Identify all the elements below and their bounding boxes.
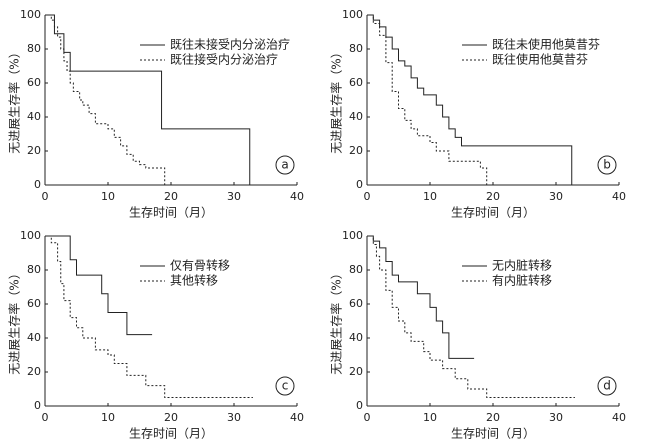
y-axis-label: 无进展生存率（%） <box>329 267 344 374</box>
x-tick-label: 30 <box>227 411 241 424</box>
y-tick-label: 80 <box>349 263 363 276</box>
x-tick-label: 0 <box>364 190 371 203</box>
x-tick-label: 40 <box>290 411 304 424</box>
y-tick-label: 0 <box>356 399 363 412</box>
y-tick-label: 40 <box>27 110 41 123</box>
y-tick-label: 60 <box>27 76 41 89</box>
km-curve <box>45 14 166 185</box>
y-tick-label: 40 <box>27 331 41 344</box>
y-tick-label: 40 <box>349 331 363 344</box>
y-tick-label: 60 <box>349 76 363 89</box>
legend-label: 有内脏转移 <box>492 273 552 288</box>
x-axis-label: 生存时间（月） <box>451 206 535 220</box>
x-tick-label: 30 <box>549 411 563 424</box>
y-tick-label: 40 <box>349 110 363 123</box>
panel-label: b <box>603 158 611 172</box>
x-axis-label: 生存时间（月） <box>129 427 213 441</box>
y-tick-label: 20 <box>27 365 41 378</box>
legend-label: 既往使用他莫昔芬 <box>492 52 588 67</box>
panel-label-circle <box>597 155 617 175</box>
km-curve <box>367 235 575 398</box>
y-tick-label: 80 <box>349 42 363 55</box>
legend-label: 其他转移 <box>170 273 218 288</box>
y-tick-label: 0 <box>34 399 41 412</box>
x-tick-label: 10 <box>101 190 115 203</box>
panel-label: a <box>281 158 288 172</box>
y-tick-label: 20 <box>349 365 363 378</box>
x-tick-label: 0 <box>42 190 49 203</box>
x-tick-label: 40 <box>290 190 304 203</box>
y-axis-label: 无进展生存率（%） <box>7 267 22 374</box>
y-tick-label: 100 <box>20 8 41 21</box>
panel-label-circle <box>275 155 295 175</box>
x-tick-label: 0 <box>42 411 49 424</box>
y-tick-label: 100 <box>342 8 363 21</box>
x-tick-label: 20 <box>486 190 500 203</box>
panel-label: d <box>603 379 611 393</box>
y-tick-label: 60 <box>349 297 363 310</box>
km-curve <box>367 235 475 359</box>
y-tick-label: 80 <box>27 263 41 276</box>
y-axis-label: 无进展生存率（%） <box>329 46 344 153</box>
x-tick-label: 20 <box>164 411 178 424</box>
y-tick-label: 100 <box>20 229 41 242</box>
legend-label: 既往未接受内分泌治疗 <box>170 37 290 52</box>
y-tick-label: 20 <box>27 144 41 157</box>
x-tick-label: 40 <box>612 411 626 424</box>
km-curve <box>367 14 573 185</box>
x-tick-label: 10 <box>423 411 437 424</box>
legend-label: 既往未使用他莫昔芬 <box>492 37 600 52</box>
legend-label: 仅有骨转移 <box>170 258 230 273</box>
y-tick-label: 100 <box>342 229 363 242</box>
y-axis-label: 无进展生存率（%） <box>7 46 22 153</box>
x-tick-label: 20 <box>164 190 178 203</box>
x-tick-label: 30 <box>549 190 563 203</box>
legend-label: 无内脏转移 <box>492 258 552 273</box>
x-axis-label: 生存时间（月） <box>451 427 535 441</box>
y-tick-label: 80 <box>27 42 41 55</box>
km-curve <box>367 14 488 185</box>
panel-label: c <box>282 379 289 393</box>
x-tick-label: 10 <box>423 190 437 203</box>
x-tick-label: 10 <box>101 411 115 424</box>
km-curve <box>45 235 153 336</box>
x-tick-label: 0 <box>364 411 371 424</box>
panel-label-circle <box>597 376 617 396</box>
y-tick-label: 20 <box>349 144 363 157</box>
x-tick-label: 30 <box>227 190 241 203</box>
y-tick-label: 0 <box>356 178 363 191</box>
y-tick-label: 0 <box>34 178 41 191</box>
km-curve <box>45 14 251 185</box>
panel-label-circle <box>275 376 295 396</box>
x-tick-label: 40 <box>612 190 626 203</box>
y-tick-label: 60 <box>27 297 41 310</box>
x-axis-label: 生存时间（月） <box>129 206 213 220</box>
x-tick-label: 20 <box>486 411 500 424</box>
legend-label: 既往接受内分泌治疗 <box>170 52 278 67</box>
